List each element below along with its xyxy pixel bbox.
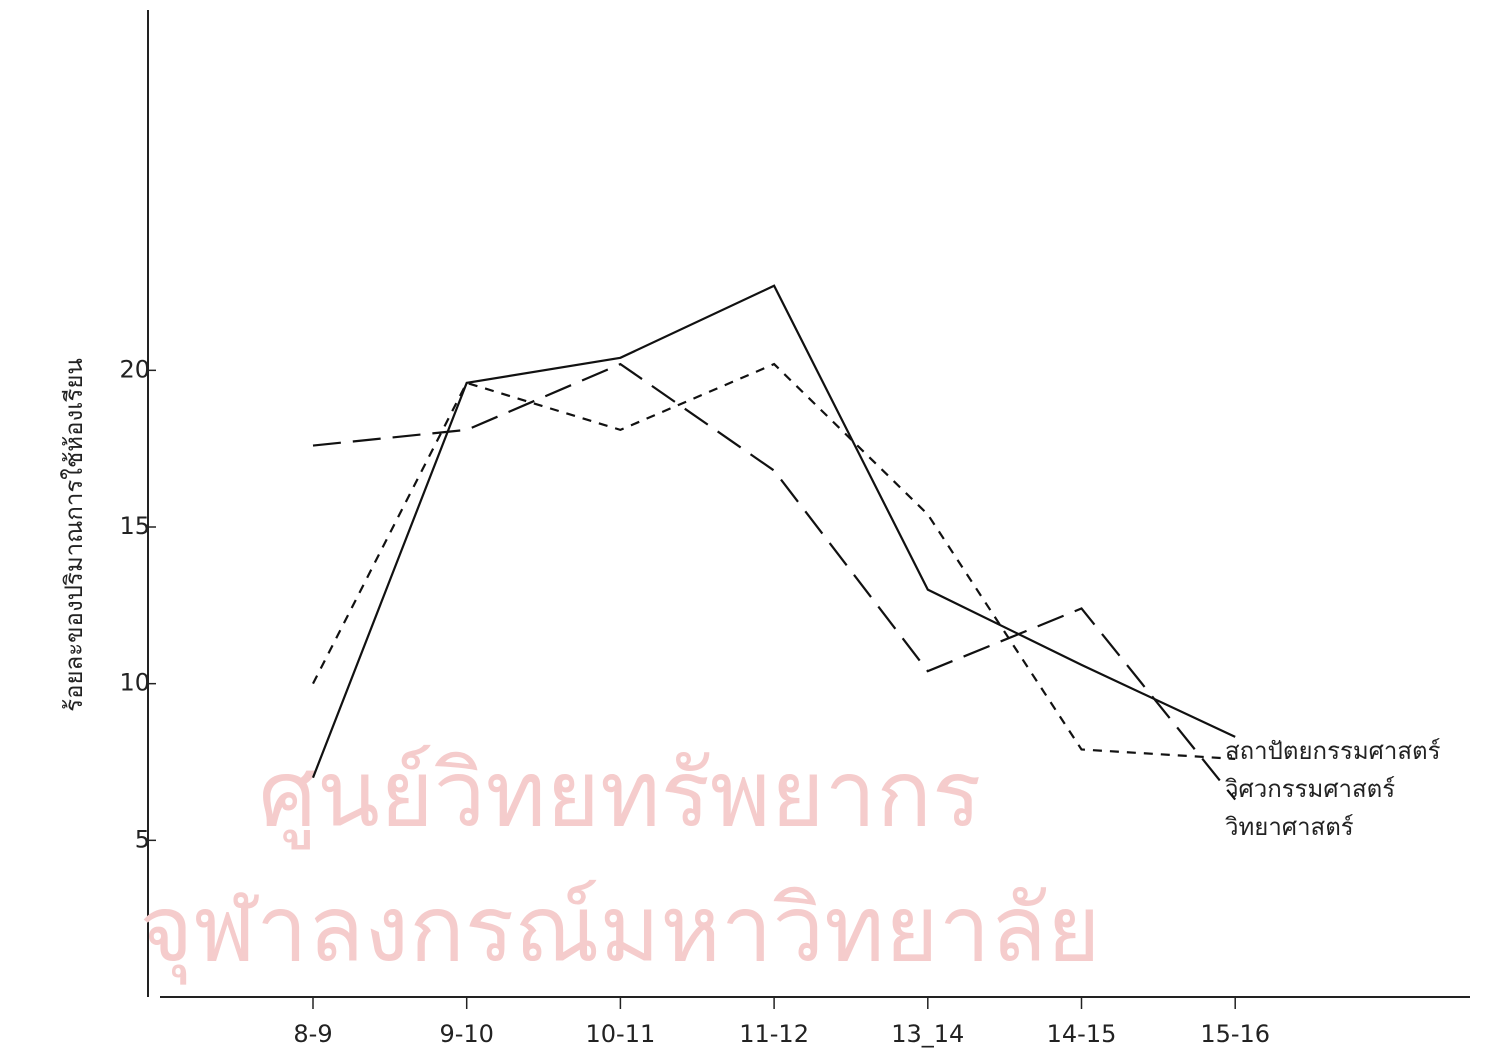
y-axis-label: ร้อยละของปริมาณการใช้ห้องเรียน [60,358,88,712]
series-line [313,364,1235,800]
y-tick-label: 10 [119,669,150,697]
x-tick-label: 15-16 [1200,1020,1270,1048]
series-line [313,286,1235,778]
watermark: ศูนย์วิทยทรัพยากร [259,740,982,849]
page: ร้อยละของปริมาณการใช้ห้องเรียน ศูนย์วิทย… [0,0,1498,1052]
watermark: จุฬาลงกรณ์มหาวิทยาลัย [139,875,1100,985]
x-tick-label: 11-12 [739,1020,809,1048]
legend-label: สถาปัตยกรรมศาสตร์ [1225,737,1441,765]
x-tick-label: 14-15 [1047,1020,1117,1048]
legend-label: วิทยาศาสตร์ [1224,813,1353,841]
y-tick-label: 20 [119,355,150,383]
y-tick-label: 15 [119,512,150,540]
chart: ร้อยละของปริมาณการใช้ห้องเรียน ศูนย์วิทย… [0,0,1498,1052]
x-tick-label: 9-10 [439,1020,493,1048]
x-tick-label: 8-9 [293,1020,332,1048]
x-tick-label: 10-11 [586,1020,656,1048]
x-tick-label: 13_14 [891,1020,964,1048]
y-tick-label: 5 [135,825,150,853]
legend-label: วิศวกรรมศาสตร์ [1224,775,1395,803]
